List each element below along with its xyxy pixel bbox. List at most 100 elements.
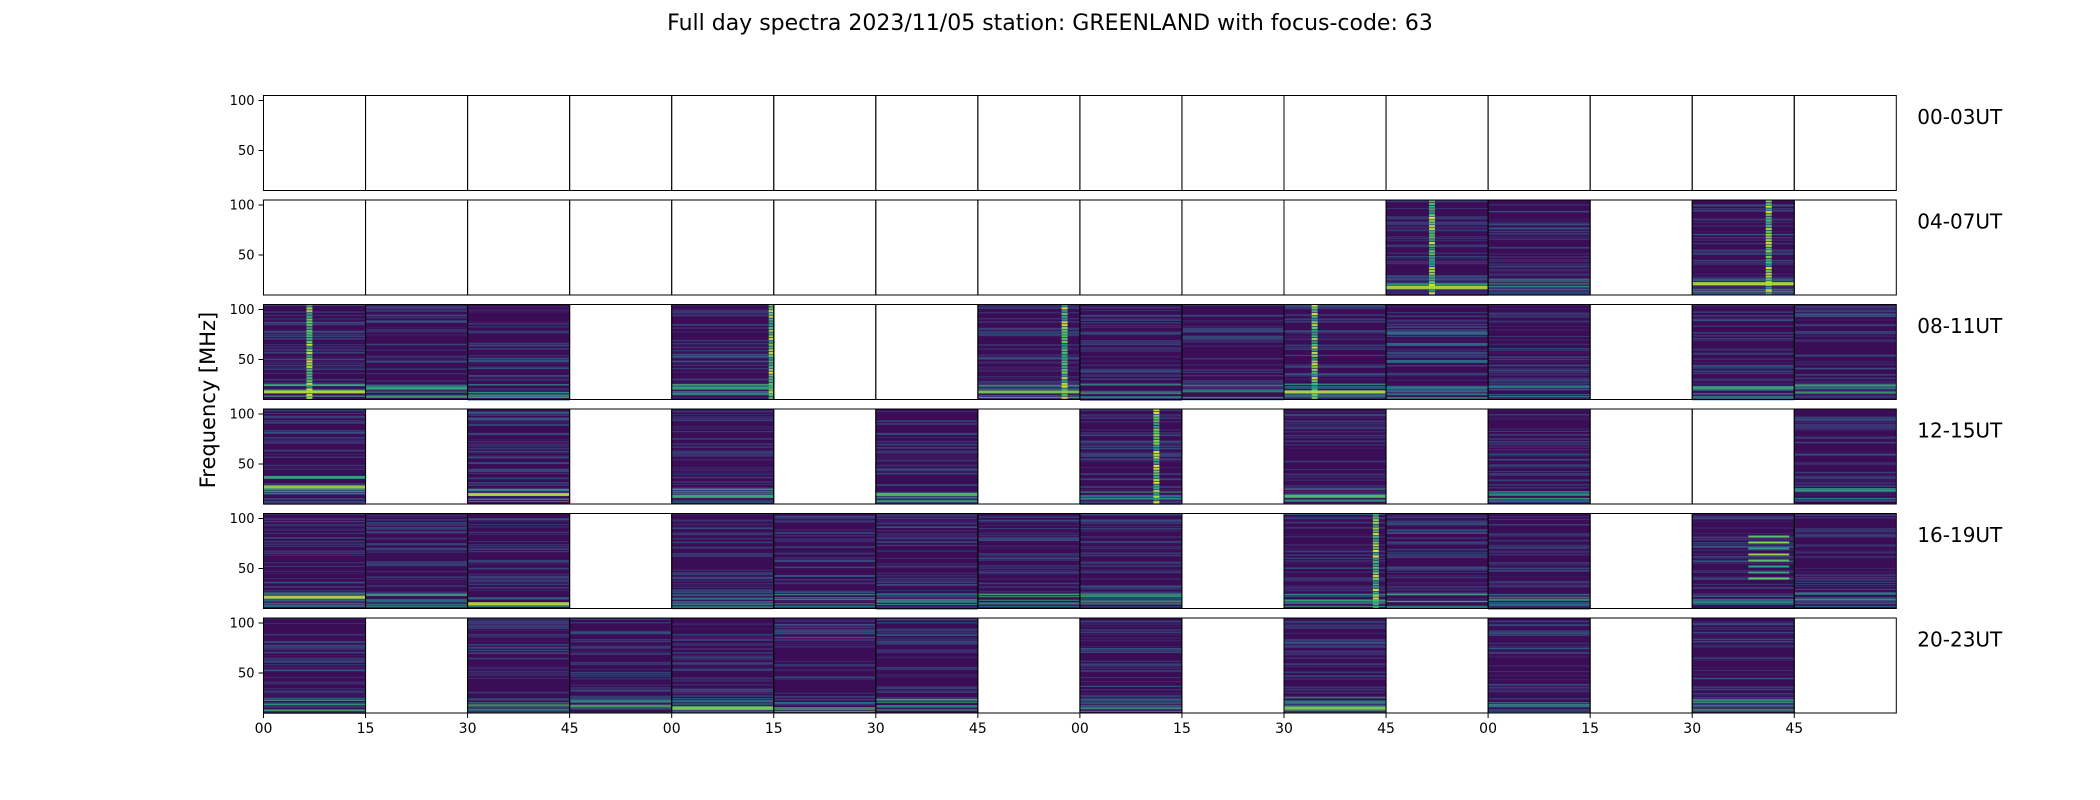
row-label: 04-07UT	[1917, 210, 2003, 234]
y-tick-label: 100	[230, 408, 255, 423]
figure-title: Full day spectra 2023/11/05 station: GRE…	[667, 11, 1433, 36]
y-tick-label: 50	[238, 667, 255, 682]
spectrum-panel	[1794, 304, 1897, 400]
panel-frame	[1691, 95, 1795, 191]
y-tick-label: 100	[230, 512, 255, 527]
x-tick-label: 45	[969, 721, 987, 737]
panel-frame	[365, 408, 469, 505]
panel-frame	[569, 513, 673, 609]
spectrum-panel	[365, 513, 468, 609]
x-tick-label: 45	[1377, 721, 1395, 737]
panel-frame	[569, 408, 673, 505]
y-tick-label: 100	[230, 94, 255, 109]
row-label: 16-19UT	[1917, 523, 2003, 547]
panel-frame	[1385, 617, 1489, 714]
panel-frame	[569, 95, 673, 191]
panel-frame	[1079, 95, 1183, 191]
panel-frame	[467, 95, 571, 191]
spectrum-panel	[1794, 409, 1897, 504]
panel-frame	[1181, 408, 1285, 505]
y-tick-label: 50	[238, 458, 255, 473]
panel-frame	[1589, 199, 1693, 296]
panel-frame	[365, 617, 469, 714]
panel-frame	[263, 95, 367, 191]
x-tick-label: 15	[765, 721, 783, 737]
y-tick-label: 50	[238, 144, 255, 159]
x-tick-label: 30	[1275, 721, 1293, 737]
spectrum-panel	[1284, 618, 1387, 713]
panel-frame	[671, 95, 775, 191]
y-tick-label: 50	[238, 353, 255, 368]
spectrum-panel	[365, 304, 468, 400]
spectrum-panel	[1079, 513, 1182, 609]
spectrum-panel	[1079, 409, 1182, 505]
x-tick-label: 45	[561, 721, 579, 737]
spectrum-panel	[875, 618, 978, 713]
spectrum-panel	[263, 409, 366, 505]
panel-frame	[875, 304, 979, 400]
spectrum-panel	[671, 618, 774, 713]
panel-frame	[1181, 199, 1285, 296]
spectrum-panel	[263, 618, 366, 714]
panel-frame	[1589, 617, 1693, 714]
spectrum-panel	[875, 513, 978, 610]
panel-frame	[1487, 95, 1591, 191]
row-label: 20-23UT	[1917, 628, 2003, 652]
panel-frame	[1589, 95, 1693, 191]
spectrum-panel	[1488, 200, 1591, 296]
panel-frame	[1283, 95, 1387, 191]
spectrum-panel	[773, 618, 876, 713]
panel-frame	[1079, 199, 1183, 296]
panel-frame	[1793, 513, 1897, 609]
panel-frame	[1385, 408, 1489, 505]
panel-frame	[1793, 199, 1897, 296]
panel-frame	[671, 199, 775, 296]
y-tick-label: 100	[230, 199, 255, 214]
panel-frame	[773, 199, 877, 296]
panel-frame	[1793, 408, 1897, 505]
panel-frame	[1793, 304, 1897, 400]
y-tick-label: 50	[238, 249, 255, 264]
panel-frame	[1283, 199, 1387, 296]
spectrum-panel	[1488, 409, 1591, 505]
spectrum-panel	[263, 304, 366, 400]
x-tick-label: 30	[867, 721, 885, 737]
spectrum-panel	[671, 409, 774, 504]
panel-frame	[1589, 304, 1693, 400]
spectrum-panel	[1488, 304, 1591, 400]
panel-frame	[1181, 513, 1285, 609]
spectrum-panel	[1079, 618, 1182, 713]
x-tick-label: 00	[255, 721, 273, 737]
x-tick-label: 30	[459, 721, 477, 737]
panel-frame	[977, 199, 1081, 296]
panel-frame	[1589, 408, 1693, 505]
panel-frame	[773, 304, 877, 400]
panel-frame	[365, 199, 469, 296]
spectrum-panel	[671, 304, 775, 400]
panel-frame	[1589, 513, 1693, 609]
panel-frame	[1181, 95, 1285, 191]
y-tick-label: 100	[230, 303, 255, 318]
row-label: 12-15UT	[1917, 419, 2003, 443]
panel-frame	[1793, 95, 1897, 191]
spectrum-panel	[467, 513, 570, 609]
spectrum-panel	[977, 304, 1080, 400]
panel-frame	[875, 95, 979, 191]
x-tick-label: 00	[1071, 721, 1089, 737]
x-tick-label: 00	[663, 721, 681, 737]
panel-frame	[569, 304, 673, 400]
x-tick-label: 15	[1581, 721, 1599, 737]
panel-frame	[977, 95, 1081, 191]
y-tick-label: 100	[230, 617, 255, 632]
panel-frame	[365, 95, 469, 191]
spectrum-panel	[1488, 618, 1591, 714]
spectrum-panel	[569, 618, 672, 713]
spectrum-panel	[467, 304, 570, 401]
spectrum-panel	[1488, 513, 1591, 610]
panel-frame	[569, 199, 673, 296]
spectrum-panel	[977, 513, 1080, 609]
panel-frame	[773, 95, 877, 191]
spectrum-panel	[1386, 200, 1489, 297]
spectrum-panel	[1284, 513, 1387, 609]
